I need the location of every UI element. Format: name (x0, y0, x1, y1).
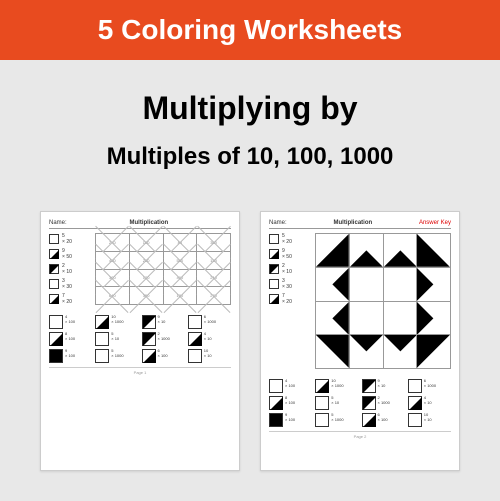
sheet-header: Name: Multiplication (49, 220, 231, 226)
title-area: Multiplying by Multiples of 10, 100, 100… (0, 60, 500, 191)
answer-key-label: Answer Key (419, 220, 451, 226)
divider (269, 228, 451, 229)
worksheet-card: 5 Coloring Worksheets Multiplying by Mul… (0, 0, 500, 500)
name-label: Name: (269, 220, 287, 226)
problem: 5× 10 (95, 332, 138, 346)
problem: 4× 10 (188, 332, 231, 346)
problem: 4× 100 (49, 315, 92, 329)
problem: 9× 10 (142, 315, 185, 329)
name-label: Name: (49, 220, 67, 226)
problem: 10× 1000 (95, 315, 138, 329)
problem: 6× 100 (142, 349, 185, 363)
problem: 9× 100 (49, 349, 92, 363)
bottom-problems: 4× 100 10× 1000 9× 10 6× 1000 8× 100 5× … (269, 379, 451, 427)
divider (49, 228, 231, 229)
side-problems: 5× 20 9× 50 2× 10 3× 30 7× 20 (269, 233, 311, 369)
top-row: 5× 20 9× 50 2× 10 3× 30 7× 20 (269, 233, 451, 369)
coloring-grid-answer (315, 233, 451, 369)
sheet-title: Multiplication (333, 220, 372, 226)
problem: 6× 1000 (188, 315, 231, 329)
problem: 9× 50 (49, 248, 91, 260)
coloring-grid: 240 100 80 360 450 280 560 150 300 120 4… (95, 233, 231, 305)
header-banner: 5 Coloring Worksheets (0, 0, 500, 60)
sheet-header: Name: Multiplication Answer Key (269, 220, 451, 226)
problem: 2× 10 (49, 263, 91, 275)
problem: 7× 20 (49, 293, 91, 305)
worksheet-preview-answer: Name: Multiplication Answer Key 5× 20 9×… (260, 211, 460, 471)
problem: 2× 1000 (142, 332, 185, 346)
title-line-1: Multiplying by (20, 90, 480, 127)
problem: 8× 100 (49, 332, 92, 346)
problem: 5× 20 (49, 233, 91, 245)
sheet-footer: Page 2 (269, 431, 451, 439)
title-line-2: Multiples of 10, 100, 1000 (20, 143, 480, 171)
problem: 5× 1000 (95, 349, 138, 363)
side-problems: 5× 20 9× 50 2× 10 3× 30 7× 20 (49, 233, 91, 305)
bottom-problems: 4× 100 10× 1000 9× 10 6× 1000 8× 100 5× … (49, 315, 231, 363)
sheet-footer: Page 1 (49, 367, 231, 375)
problem: 10× 10 (188, 349, 231, 363)
sheet-previews: Name: Multiplication 5× 20 9× 50 2× 10 3… (0, 191, 500, 501)
top-row: 5× 20 9× 50 2× 10 3× 30 7× 20 240 100 80… (49, 233, 231, 305)
problem: 3× 30 (49, 278, 91, 290)
worksheet-preview-blank: Name: Multiplication 5× 20 9× 50 2× 10 3… (40, 211, 240, 471)
